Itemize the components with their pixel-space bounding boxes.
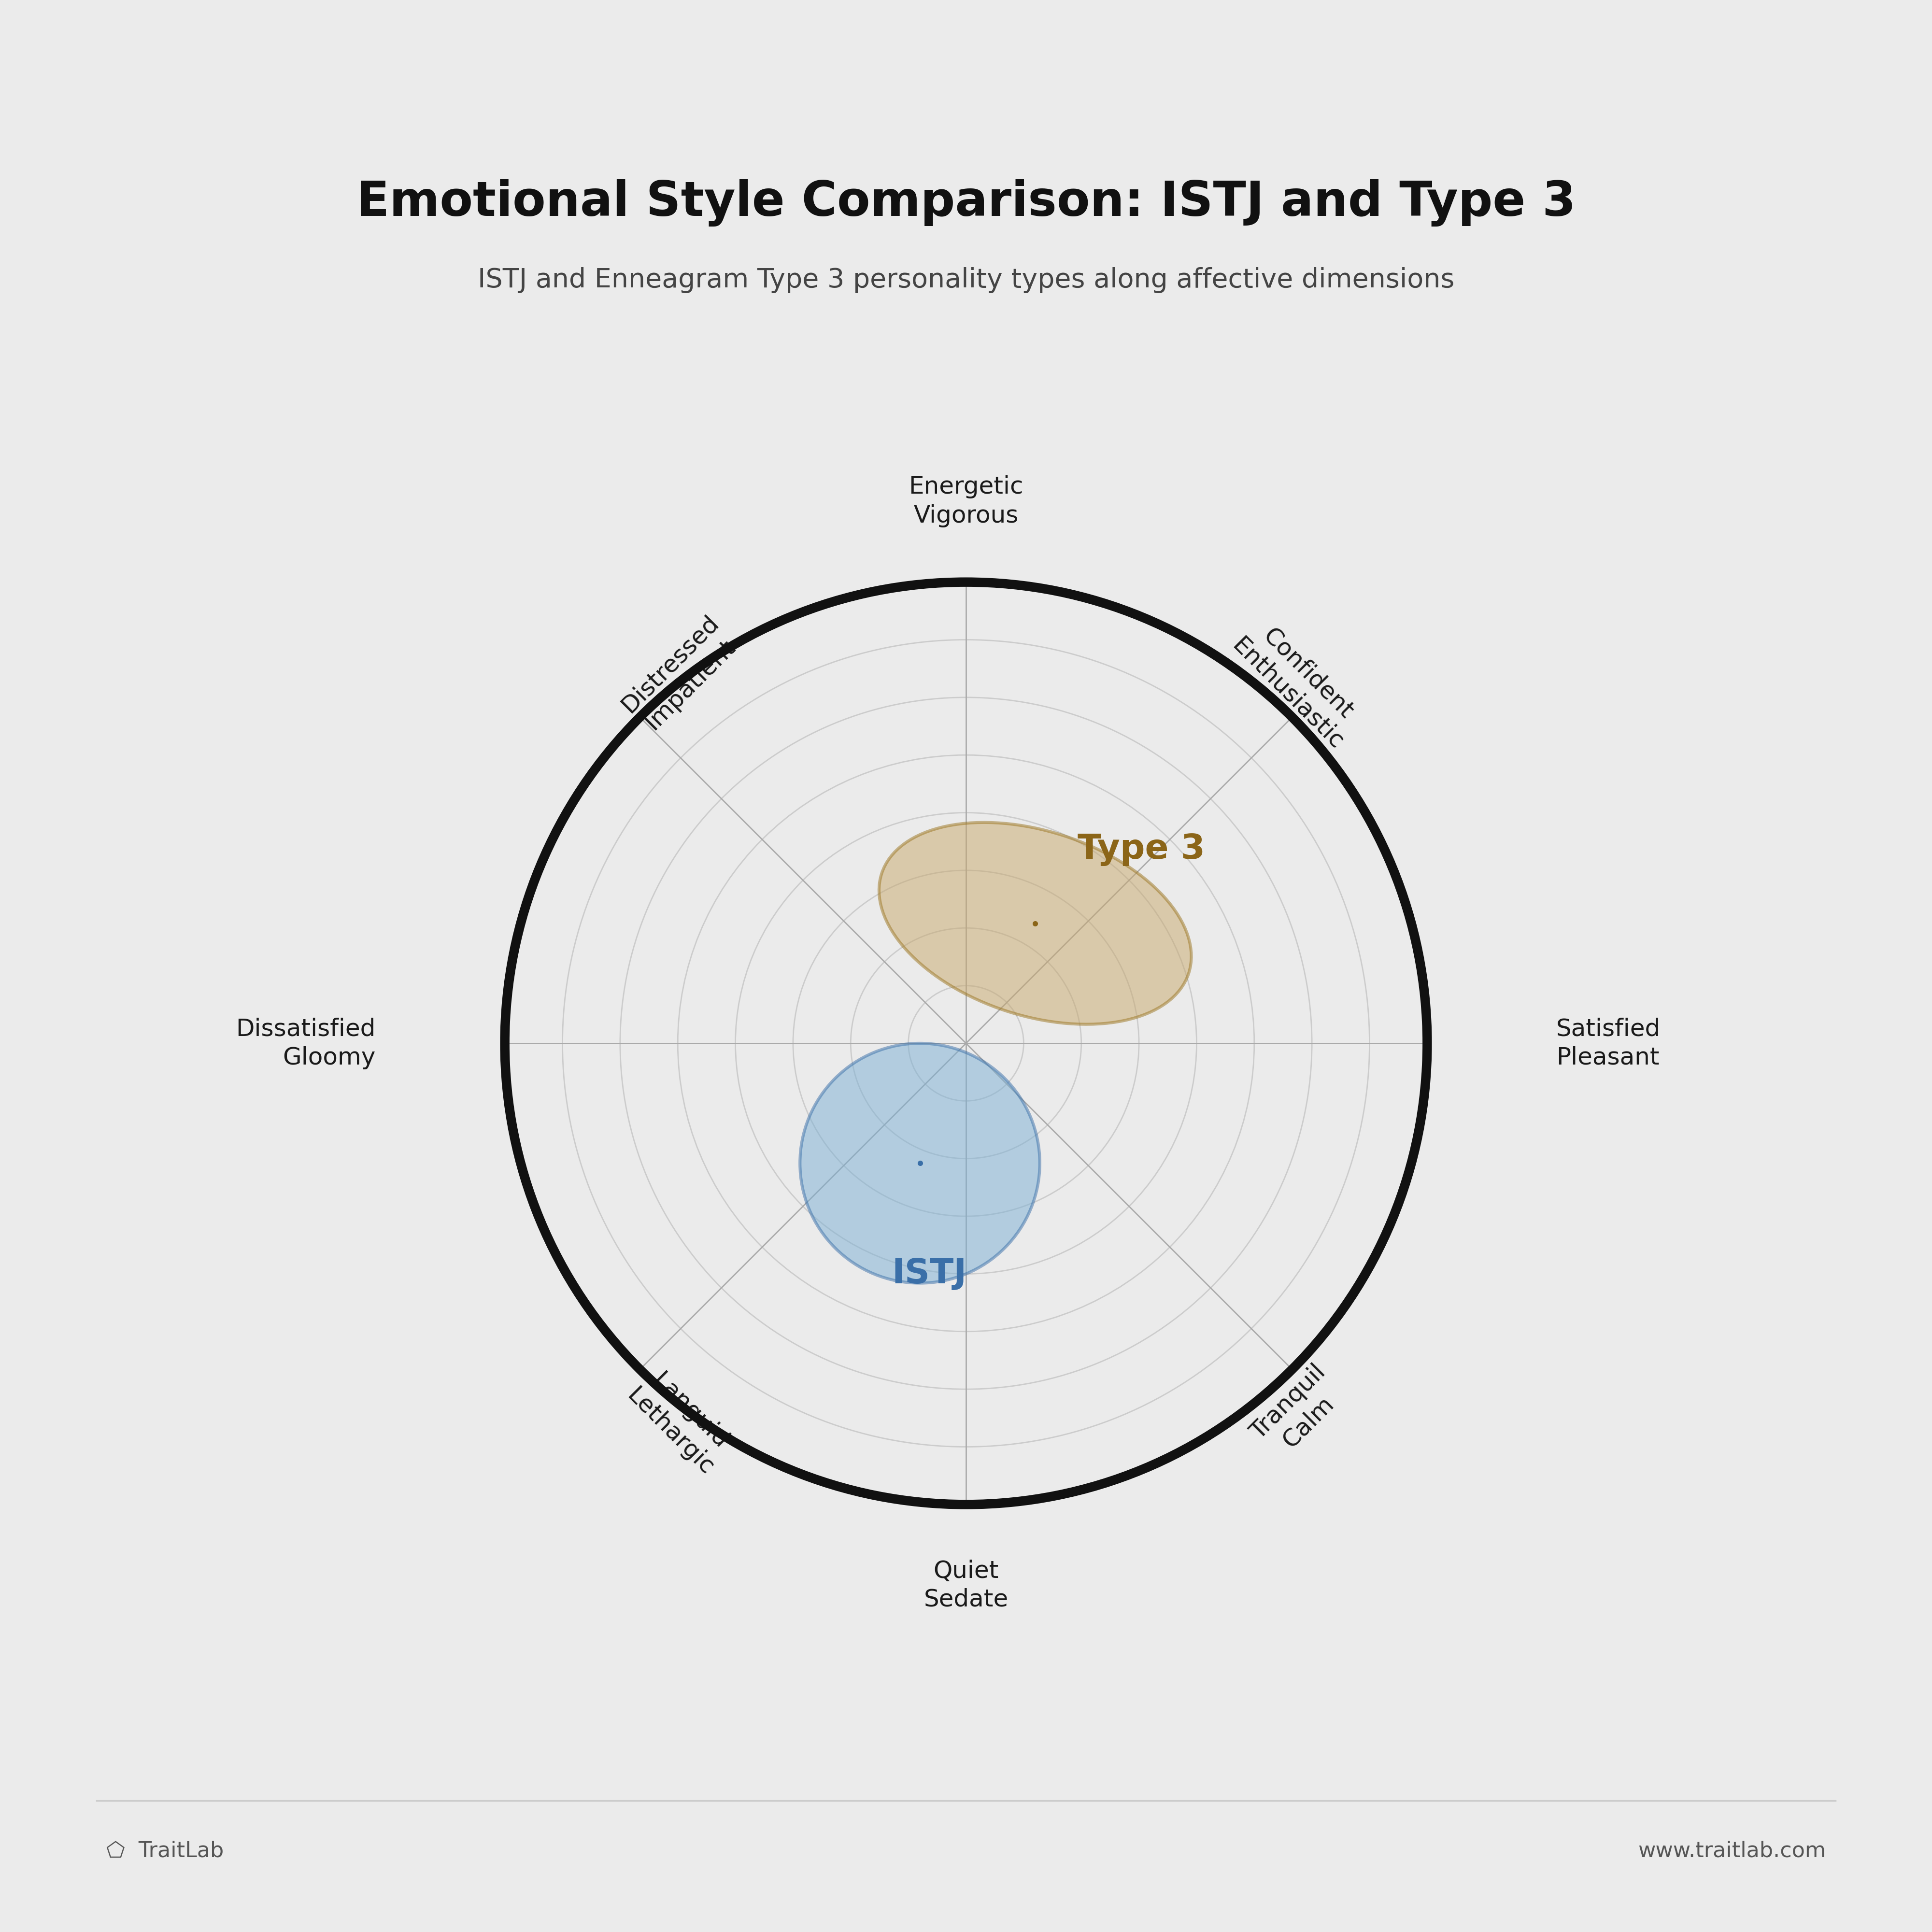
Text: Type 3: Type 3 xyxy=(1078,833,1206,866)
Ellipse shape xyxy=(879,823,1192,1024)
Text: Energetic
Vigorous: Energetic Vigorous xyxy=(908,475,1024,527)
Text: Languid
Lethargic: Languid Lethargic xyxy=(622,1364,738,1480)
Text: Distressed
Impatient: Distressed Impatient xyxy=(616,611,744,738)
Text: www.traitlab.com: www.traitlab.com xyxy=(1638,1841,1826,1861)
Text: Satisfied
Pleasant: Satisfied Pleasant xyxy=(1557,1018,1662,1068)
Text: ⬠  TraitLab: ⬠ TraitLab xyxy=(106,1841,224,1861)
Text: ISTJ: ISTJ xyxy=(893,1258,966,1291)
Text: ISTJ and Enneagram Type 3 personality types along affective dimensions: ISTJ and Enneagram Type 3 personality ty… xyxy=(477,267,1455,294)
Text: Quiet
Sedate: Quiet Sedate xyxy=(923,1559,1009,1611)
Text: Dissatisfied
Gloomy: Dissatisfied Gloomy xyxy=(236,1018,375,1068)
Text: Tranquil
Calm: Tranquil Calm xyxy=(1246,1360,1350,1464)
Text: Confident
Enthusiastic: Confident Enthusiastic xyxy=(1227,612,1368,753)
Ellipse shape xyxy=(800,1043,1039,1283)
Text: Emotional Style Comparison: ISTJ and Type 3: Emotional Style Comparison: ISTJ and Typ… xyxy=(355,180,1577,226)
